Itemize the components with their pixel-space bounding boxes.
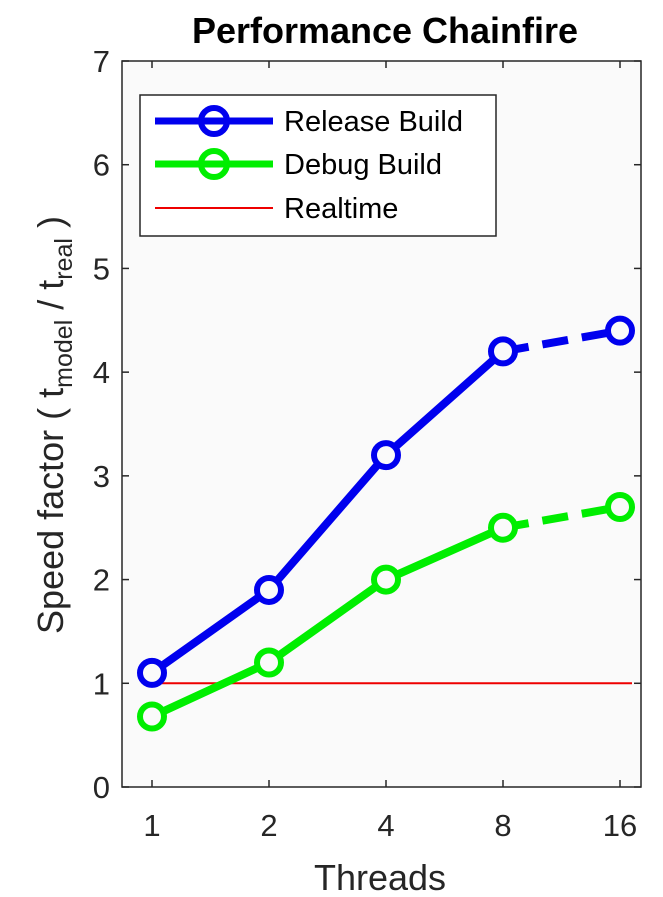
legend-label-debug: Debug Build bbox=[284, 149, 442, 181]
release-build-point-8 bbox=[488, 336, 518, 367]
debug-build-line bbox=[148, 523, 507, 721]
x-tick-label-0: 1 bbox=[143, 808, 160, 843]
y-axis-label-prefix: Speed factor ( t bbox=[30, 388, 71, 634]
legend-marker-debug bbox=[198, 148, 230, 180]
debug-build-point-4 bbox=[371, 564, 401, 595]
plot-frame bbox=[121, 60, 642, 788]
y-tick-label-0: 0 bbox=[93, 770, 110, 805]
y-axis-label-sub-real: real bbox=[50, 238, 78, 280]
release-build-line bbox=[148, 347, 507, 677]
y-axis-label: Speed factor ( tmodel / treal ) bbox=[30, 216, 78, 634]
legend: Release Build Debug Build Realtime bbox=[139, 94, 497, 237]
release-build-point-4 bbox=[371, 440, 401, 471]
y-tick-label-5: 5 bbox=[93, 251, 110, 286]
chart-title: Performance Chainfire bbox=[192, 10, 578, 51]
y-tick-label-1: 1 bbox=[93, 666, 110, 701]
series-layer bbox=[137, 315, 635, 732]
legend-label-release: Release Build bbox=[284, 106, 463, 138]
y-axis-label-sub-model: model bbox=[50, 320, 78, 388]
debug-build-point-1 bbox=[137, 701, 167, 732]
debug-build-projection-segment bbox=[502, 503, 621, 532]
x-tick-label-2: 4 bbox=[377, 808, 394, 843]
release-build-point-2 bbox=[254, 574, 284, 605]
x-tick-label-4: 16 bbox=[603, 808, 637, 843]
svg-text:Speed factor ( tmodel / treal: Speed factor ( tmodel / treal ) bbox=[30, 216, 78, 634]
x-tick-label-3: 8 bbox=[494, 808, 511, 843]
debug-build-point-2 bbox=[254, 647, 284, 678]
x-tick-label-1: 2 bbox=[260, 808, 277, 843]
y-axis-label-suffix: ) bbox=[30, 216, 71, 238]
y-tick-label-7: 7 bbox=[93, 44, 110, 79]
debug-build-point-8 bbox=[488, 512, 518, 543]
legend-marker-release bbox=[198, 105, 230, 137]
legend-label-realtime: Realtime bbox=[284, 193, 398, 225]
y-tick-label-6: 6 bbox=[93, 148, 110, 183]
release-build-point-1 bbox=[137, 657, 167, 688]
y-axis-label-middle: / t bbox=[30, 280, 71, 320]
release-build-projection-segment bbox=[502, 326, 621, 356]
debug-build-point-16 bbox=[605, 491, 635, 522]
y-tick-label-3: 3 bbox=[93, 459, 110, 494]
y-tick-label-4: 4 bbox=[93, 355, 110, 390]
y-tick-label-2: 2 bbox=[93, 563, 110, 598]
release-build-point-16 bbox=[605, 315, 635, 346]
x-axis-label: Threads bbox=[314, 857, 446, 897]
